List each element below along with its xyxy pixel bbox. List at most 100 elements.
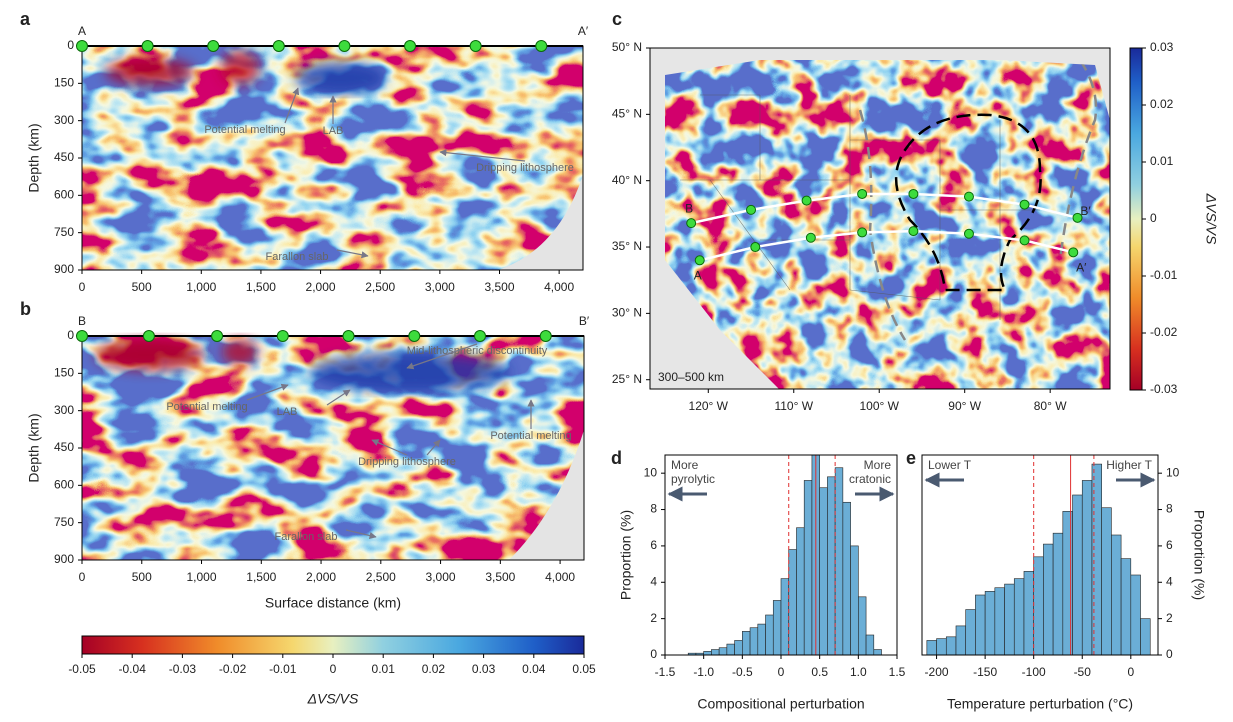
annotation-arrow xyxy=(336,249,369,259)
colorbar-tick-label: 0.01 xyxy=(372,662,396,676)
bar xyxy=(955,625,967,656)
profile-end: B′ xyxy=(579,314,590,328)
station xyxy=(746,204,757,215)
x-tick-label: 2,000 xyxy=(306,280,336,294)
station xyxy=(211,330,224,342)
y-tick-label: 8 xyxy=(650,502,657,516)
station xyxy=(857,188,868,199)
y-tick-label: 750 xyxy=(54,225,74,239)
profile-start: B xyxy=(78,314,86,328)
y-tick-label: 6 xyxy=(1166,538,1173,552)
bar xyxy=(819,487,828,656)
colorbar-tick-label: 0 xyxy=(1150,211,1157,225)
annotation: Farallon slab xyxy=(275,531,338,543)
bar xyxy=(850,545,859,656)
colorbar-tick-label: 0.03 xyxy=(1150,40,1174,54)
colorbar-label: ΔVS/VS xyxy=(1203,193,1219,245)
panel-label: a xyxy=(20,9,31,29)
map-frame xyxy=(649,47,1111,390)
y-tick-label: 25° N xyxy=(612,372,642,386)
x-tick-label: 1.5 xyxy=(889,665,906,679)
x-tick-label: 90° W xyxy=(948,399,981,413)
feature xyxy=(295,62,385,94)
y-tick-label: 300 xyxy=(54,403,74,417)
state-borders xyxy=(680,94,1040,320)
y-tick-label: 4 xyxy=(1166,574,1173,588)
y-tick-label: 900 xyxy=(54,262,74,276)
y-tick-label: 10 xyxy=(1166,465,1180,479)
panel-label: b xyxy=(20,299,31,319)
x-tick-label: 0 xyxy=(79,570,86,584)
x-tick-label: 3,000 xyxy=(426,570,456,584)
station xyxy=(142,330,155,342)
y-tick-label: 2 xyxy=(650,611,657,625)
station xyxy=(963,191,974,202)
y-tick-label: 750 xyxy=(54,515,74,529)
y-tick-label: 300 xyxy=(54,113,74,127)
colorbar-tick-label: 0.03 xyxy=(472,662,496,676)
colorbar-tick-label: -0.01 xyxy=(269,662,297,676)
colorbar-tick-label: -0.02 xyxy=(1150,325,1178,339)
station xyxy=(404,40,417,52)
x-tick-label: 1,500 xyxy=(246,570,276,584)
colorbar-tick-label: 0.02 xyxy=(1150,97,1174,111)
station xyxy=(469,40,482,52)
bar xyxy=(703,651,712,656)
bar xyxy=(1013,578,1025,656)
bar xyxy=(1101,507,1112,656)
station xyxy=(474,330,487,342)
y-axis-label: Depth (km) xyxy=(26,123,42,192)
station xyxy=(908,188,919,199)
bar xyxy=(726,643,735,656)
bar xyxy=(1033,556,1044,656)
bar xyxy=(865,634,875,656)
bar xyxy=(926,640,937,656)
colorbar-tick-label: 0.02 xyxy=(422,662,446,676)
annotation-arrow xyxy=(246,383,289,401)
station xyxy=(276,330,289,342)
x-tick-label: 1.0 xyxy=(850,665,867,679)
bar xyxy=(780,578,790,656)
annotation: LAB xyxy=(323,125,344,137)
y-tick-label: 900 xyxy=(54,552,74,566)
bar xyxy=(1140,618,1151,656)
y-tick-label: 40° N xyxy=(612,173,642,187)
y-tick-label: 45° N xyxy=(612,107,642,121)
colorbar xyxy=(1129,47,1143,391)
bar xyxy=(827,476,836,656)
bar xyxy=(945,636,957,656)
colorbar xyxy=(81,635,585,655)
bar xyxy=(834,467,844,656)
bar xyxy=(788,549,797,656)
bar xyxy=(873,649,882,656)
panel-label: e xyxy=(906,448,916,468)
profile-end: B′ xyxy=(1080,204,1091,218)
profile-start: A xyxy=(78,24,86,38)
station xyxy=(338,40,351,52)
x-tick-label: -0.5 xyxy=(732,665,753,679)
x-tick-label: 2,000 xyxy=(306,570,336,584)
annotation: cratonic xyxy=(849,472,891,486)
profile-end: A′ xyxy=(1076,261,1087,275)
bar xyxy=(1052,532,1064,656)
bar xyxy=(757,623,766,656)
plot-frame xyxy=(921,454,1159,656)
profile-start: B xyxy=(685,201,693,215)
feature xyxy=(220,50,260,86)
station xyxy=(408,330,421,342)
station xyxy=(539,330,552,342)
annotation-arrow xyxy=(426,439,441,456)
x-tick-label: 500 xyxy=(132,280,152,294)
station xyxy=(857,227,868,238)
craton-outline xyxy=(894,113,1042,292)
x-tick-label: -1.0 xyxy=(693,665,714,679)
x-tick-label: 3,500 xyxy=(484,280,514,294)
station xyxy=(801,195,812,206)
annotation: More xyxy=(864,458,892,472)
province-outline xyxy=(858,60,1098,341)
annotation: Potential melting xyxy=(166,401,247,413)
station xyxy=(963,228,974,239)
x-tick-label: 80° W xyxy=(1034,399,1067,413)
y-tick-label: 35° N xyxy=(612,239,642,253)
bar xyxy=(936,638,947,656)
